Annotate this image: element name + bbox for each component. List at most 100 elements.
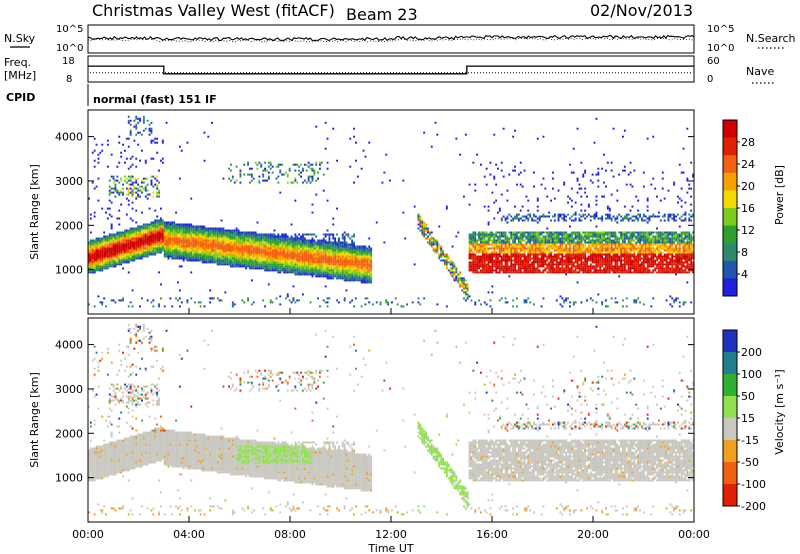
heatmap-cell <box>165 239 168 242</box>
heatmap-cell <box>341 241 344 244</box>
heatmap-cell <box>239 239 242 242</box>
heatmap-cell <box>160 221 162 224</box>
heatmap-cell <box>131 255 134 258</box>
heatmap-cell <box>319 245 321 248</box>
heatmap-cell <box>330 247 333 250</box>
heatmap-cell <box>150 129 153 132</box>
heatmap-cell <box>345 243 348 246</box>
heatmap-cell <box>203 305 206 308</box>
heatmap-cell <box>489 253 492 256</box>
heatmap-cell <box>334 243 337 246</box>
heatmap-cell <box>578 245 581 248</box>
heatmap-cell <box>553 257 556 260</box>
heatmap-cell <box>521 235 524 238</box>
heatmap-cell <box>565 263 568 266</box>
heatmap-cell <box>150 221 153 224</box>
heatmap-cell <box>302 261 304 264</box>
heatmap-cell <box>345 271 348 274</box>
heatmap-cell <box>552 251 554 254</box>
heatmap-cell <box>237 259 240 262</box>
heatmap-cell <box>137 253 140 256</box>
heatmap-cell <box>264 167 266 170</box>
heatmap-cell <box>565 255 568 258</box>
heatmap-cell <box>343 261 346 264</box>
heatmap-cell <box>519 239 522 242</box>
heatmap-cell <box>298 165 301 168</box>
heatmap-cell <box>510 257 513 260</box>
heatmap-cell <box>332 247 335 250</box>
heatmap-cell <box>267 255 270 258</box>
heatmap-cell <box>175 257 177 260</box>
heatmap-cell <box>307 273 310 276</box>
heatmap-cell <box>534 231 537 234</box>
heatmap-cell <box>112 261 115 264</box>
heatmap-cell <box>239 181 242 184</box>
heatmap-cell <box>508 237 511 240</box>
heatmap-cell <box>546 231 549 234</box>
heatmap-cell <box>423 229 426 232</box>
heatmap-cell <box>570 239 573 242</box>
heatmap-cell <box>491 271 494 274</box>
heatmap-cell <box>495 263 498 266</box>
heatmap-cell <box>175 297 177 300</box>
heatmap-cell <box>362 249 365 252</box>
heatmap-cell <box>489 265 492 268</box>
heatmap-cell <box>351 257 354 260</box>
heatmap-cell <box>133 255 136 258</box>
heatmap-cell <box>99 267 102 270</box>
heatmap-cell <box>186 241 189 244</box>
heatmap-cell <box>211 231 213 234</box>
heatmap-cell <box>292 263 295 266</box>
heatmap-cell <box>506 239 509 242</box>
heatmap-cell <box>533 231 535 234</box>
heatmap-cell <box>472 237 475 240</box>
heatmap-cell <box>315 265 318 268</box>
heatmap-cell <box>135 165 138 168</box>
heatmap-cell <box>434 249 437 252</box>
heatmap-cell <box>199 259 202 262</box>
heatmap-cell <box>514 271 516 274</box>
heatmap-cell <box>283 271 285 274</box>
heatmap-cell <box>364 275 367 278</box>
heatmap-cell <box>341 243 344 246</box>
heatmap-cell <box>444 261 446 264</box>
heatmap-cell <box>129 229 132 232</box>
heatmap-cell <box>177 227 179 230</box>
heatmap-cell <box>281 255 284 258</box>
heatmap-cell <box>506 237 509 240</box>
heatmap-cell <box>127 121 130 124</box>
heatmap-cell <box>175 253 177 256</box>
heatmap-cell <box>182 225 185 228</box>
heatmap-cell <box>131 259 134 262</box>
heatmap-cell <box>516 243 518 246</box>
heatmap-cell <box>366 275 369 278</box>
heatmap-cell <box>493 235 496 238</box>
heatmap-cell <box>267 249 270 252</box>
heatmap-cell <box>353 259 355 262</box>
heatmap-cell <box>266 179 268 182</box>
heatmap-cell <box>125 249 128 252</box>
heatmap-cell <box>538 253 541 256</box>
heatmap-cell <box>481 263 484 266</box>
heatmap-cell <box>353 181 355 184</box>
heatmap-cell <box>487 259 490 262</box>
heatmap-cell <box>99 237 102 240</box>
heatmap-cell <box>341 257 344 260</box>
heatmap-cell <box>339 267 342 270</box>
heatmap-cell <box>362 247 365 250</box>
heatmap-cell <box>190 259 193 262</box>
heatmap-cell <box>504 239 507 242</box>
heatmap-cell <box>570 199 573 202</box>
heatmap-cell <box>288 271 291 274</box>
heatmap-cell <box>487 269 490 272</box>
heatmap-cell <box>150 223 153 226</box>
heatmap-cell <box>430 239 433 242</box>
heatmap-cell <box>487 265 490 268</box>
heatmap-cell <box>264 261 266 264</box>
heatmap-cell <box>271 171 274 174</box>
heatmap-cell <box>576 281 579 284</box>
heatmap-cell <box>129 231 132 234</box>
heatmap-cell <box>576 177 579 180</box>
heatmap-cell <box>171 255 174 258</box>
heatmap-cell <box>160 223 162 226</box>
